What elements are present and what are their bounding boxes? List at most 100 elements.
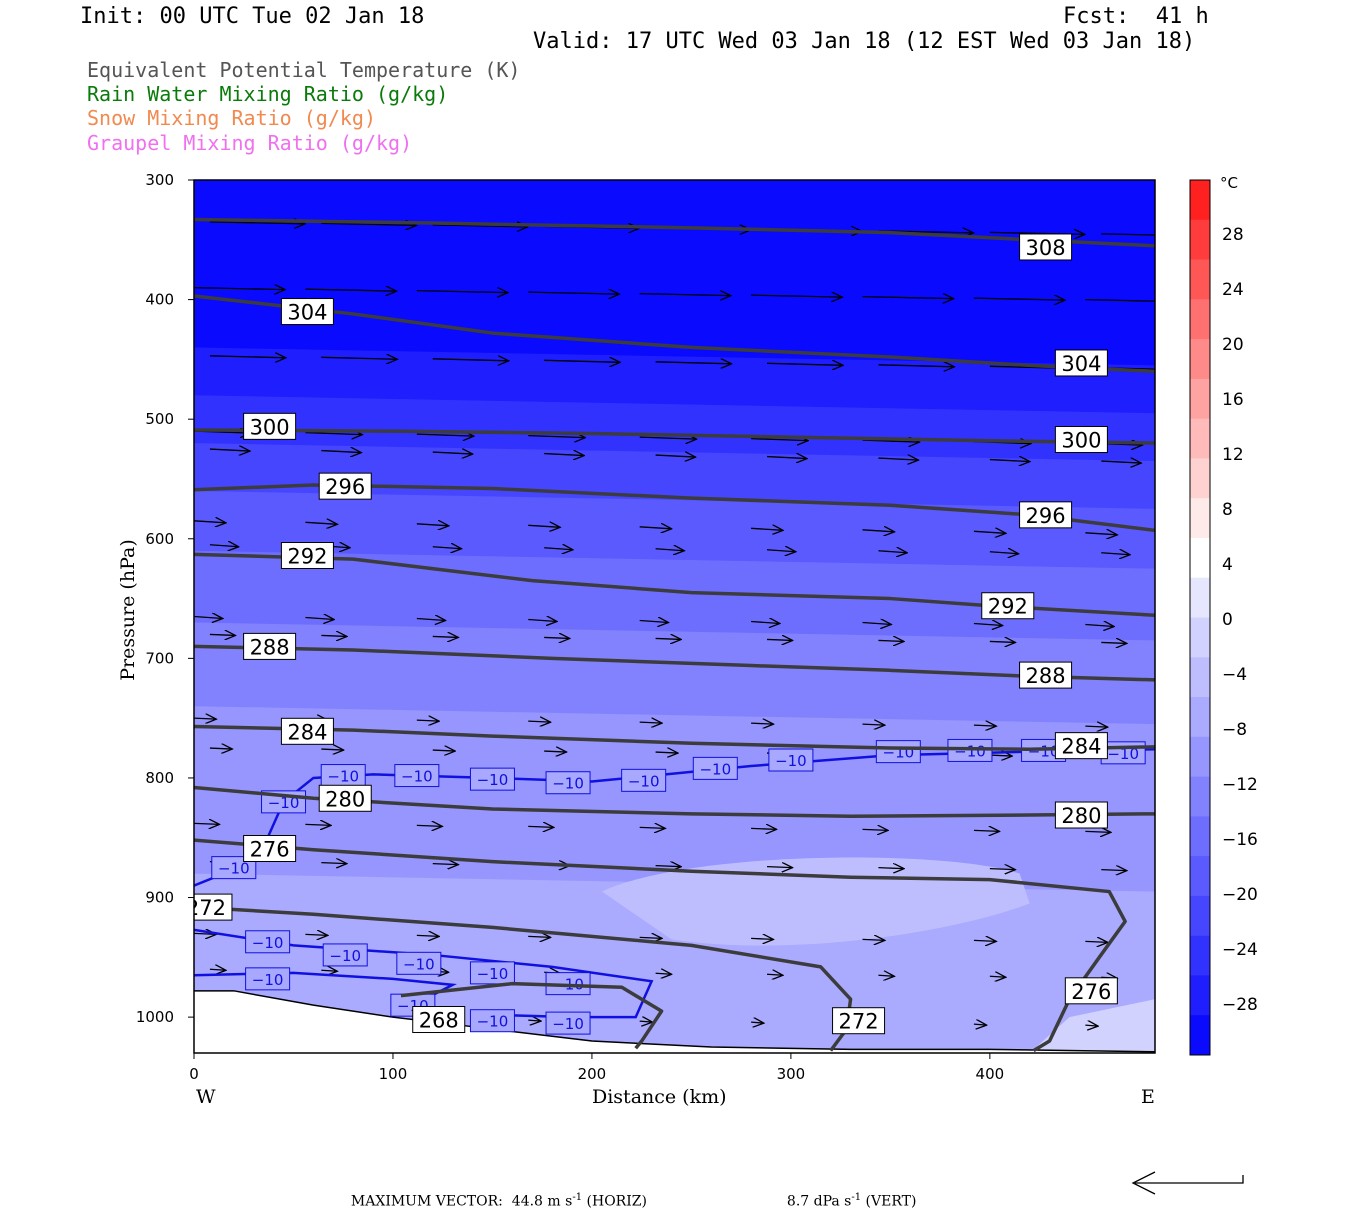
y-tick-label: 1000 xyxy=(136,1008,174,1026)
theta-e-label: 292 xyxy=(981,592,1035,620)
theta-e-label-text: 296 xyxy=(325,475,365,499)
wind-vector xyxy=(973,298,1065,300)
isotherm-label: −10 xyxy=(545,1011,591,1035)
theta-e-label-text: 308 xyxy=(1026,236,1066,260)
wind-vector xyxy=(194,823,220,824)
wind-vector xyxy=(655,455,696,457)
x-tick-label: 200 xyxy=(578,1065,607,1083)
isotherm-label: −10 xyxy=(469,1009,515,1033)
wind-vector xyxy=(194,288,285,290)
wind-vector xyxy=(862,724,885,725)
colorbar-label: −28 xyxy=(1222,995,1258,1015)
colorbar-label: 20 xyxy=(1222,335,1244,355)
isotherm-label-text: −10 xyxy=(477,1013,509,1031)
wind-vector xyxy=(655,362,732,364)
wind-vector xyxy=(1085,1025,1098,1026)
isotherm-label: −10 xyxy=(469,961,515,985)
isotherm-label: −10 xyxy=(692,756,738,780)
theta-e-label-text: 284 xyxy=(1061,735,1101,759)
wind-vector xyxy=(194,718,216,719)
wind-vector xyxy=(655,973,672,974)
colorbar-frame xyxy=(1189,179,1211,1056)
theta-e-label-text: 304 xyxy=(287,301,327,325)
wind-vector xyxy=(766,867,793,868)
wind-vector xyxy=(194,617,223,619)
colorbar-swatch xyxy=(1190,537,1210,579)
wind-vector xyxy=(544,548,573,550)
theta-e-label: 288 xyxy=(243,632,297,660)
y-tick-label: 300 xyxy=(145,171,174,189)
wind-vector xyxy=(878,975,894,976)
colorbar-label: 28 xyxy=(1222,225,1244,245)
wind-vector xyxy=(973,624,1003,626)
theta-e-label-text: 268 xyxy=(419,1009,459,1033)
wind-vector xyxy=(639,827,666,828)
wind-vector xyxy=(878,640,904,641)
wind-vector xyxy=(194,521,226,523)
wind-vector xyxy=(305,522,337,524)
colorbar-swatch xyxy=(1190,975,1210,1016)
wind-vector xyxy=(305,433,362,435)
wind-vector xyxy=(989,641,1016,642)
wind-vector xyxy=(528,721,550,722)
wind-vector xyxy=(639,527,672,529)
wind-vector xyxy=(973,830,1000,831)
colorbar-label: 12 xyxy=(1222,445,1244,465)
wind-vector xyxy=(1101,553,1130,555)
wind-vector xyxy=(432,864,459,865)
theta-e-label: 268 xyxy=(412,1006,466,1034)
isotherm-label: −10 xyxy=(545,771,591,795)
wind-vector xyxy=(209,969,226,970)
wind-vector xyxy=(1085,298,1155,302)
theta-e-label-text: 300 xyxy=(1061,429,1101,453)
wind-vector xyxy=(655,866,682,867)
terrain xyxy=(194,990,1155,1053)
wind-vector xyxy=(639,437,697,439)
theta-e-label: 284 xyxy=(1054,732,1108,760)
colorbar-swatch xyxy=(1190,339,1210,380)
wind-vector xyxy=(766,974,783,975)
theta-e-label: 272 xyxy=(832,1007,886,1035)
valid-time: Valid: 17 UTC Wed 03 Jan 18 (12 EST Wed … xyxy=(533,29,1196,54)
legend-snow: Snow Mixing Ratio (g/kg) xyxy=(87,106,376,130)
wind-vector xyxy=(321,223,416,225)
y-tick-label: 600 xyxy=(145,530,174,548)
isotherm-label-text: −10 xyxy=(552,1015,584,1033)
colorbar-swatch xyxy=(1190,697,1210,738)
theta-e-label: 296 xyxy=(1019,501,1073,529)
colorbar-label: 16 xyxy=(1222,390,1244,410)
wind-vector xyxy=(528,826,554,827)
wind-vector xyxy=(209,634,236,635)
wind-vector xyxy=(862,623,892,625)
wind-vector xyxy=(432,452,473,454)
wind-vector xyxy=(432,547,462,549)
wind-vector xyxy=(973,531,1006,533)
wind-vector xyxy=(416,291,508,293)
colorbar-swatch xyxy=(1190,577,1210,618)
theta-e-label: 276 xyxy=(1064,977,1118,1005)
theta-e-label-text: 280 xyxy=(325,787,365,811)
colorbar-swatch xyxy=(1190,935,1210,976)
vert-suffix: (VERT) xyxy=(861,1193,917,1210)
theta-e-label-text: 296 xyxy=(1026,504,1066,528)
wind-vector xyxy=(528,936,550,937)
y-tick-label: 500 xyxy=(145,410,174,428)
theta-e-contour xyxy=(194,724,1155,751)
theta-e-contour xyxy=(400,981,664,1050)
wind-vector xyxy=(528,436,585,438)
colorbar-swatch xyxy=(1190,895,1210,937)
isotherm-label-text: −10 xyxy=(403,955,435,973)
isotherm-label-text: −10 xyxy=(252,971,284,989)
wind-vector xyxy=(544,637,570,638)
wind-vector xyxy=(766,550,796,552)
wind-vector xyxy=(1085,726,1107,727)
theta-e-label: 276 xyxy=(243,835,297,863)
colorbar-swatch xyxy=(1190,378,1210,420)
y-tick-label: 400 xyxy=(145,291,174,309)
wind-vector xyxy=(878,458,918,460)
wind-vector xyxy=(989,755,1012,756)
wind-vector xyxy=(321,635,347,636)
isotherm-label: −10 xyxy=(469,767,515,791)
legend-rain: Rain Water Mixing Ratio (g/kg) xyxy=(87,82,449,106)
